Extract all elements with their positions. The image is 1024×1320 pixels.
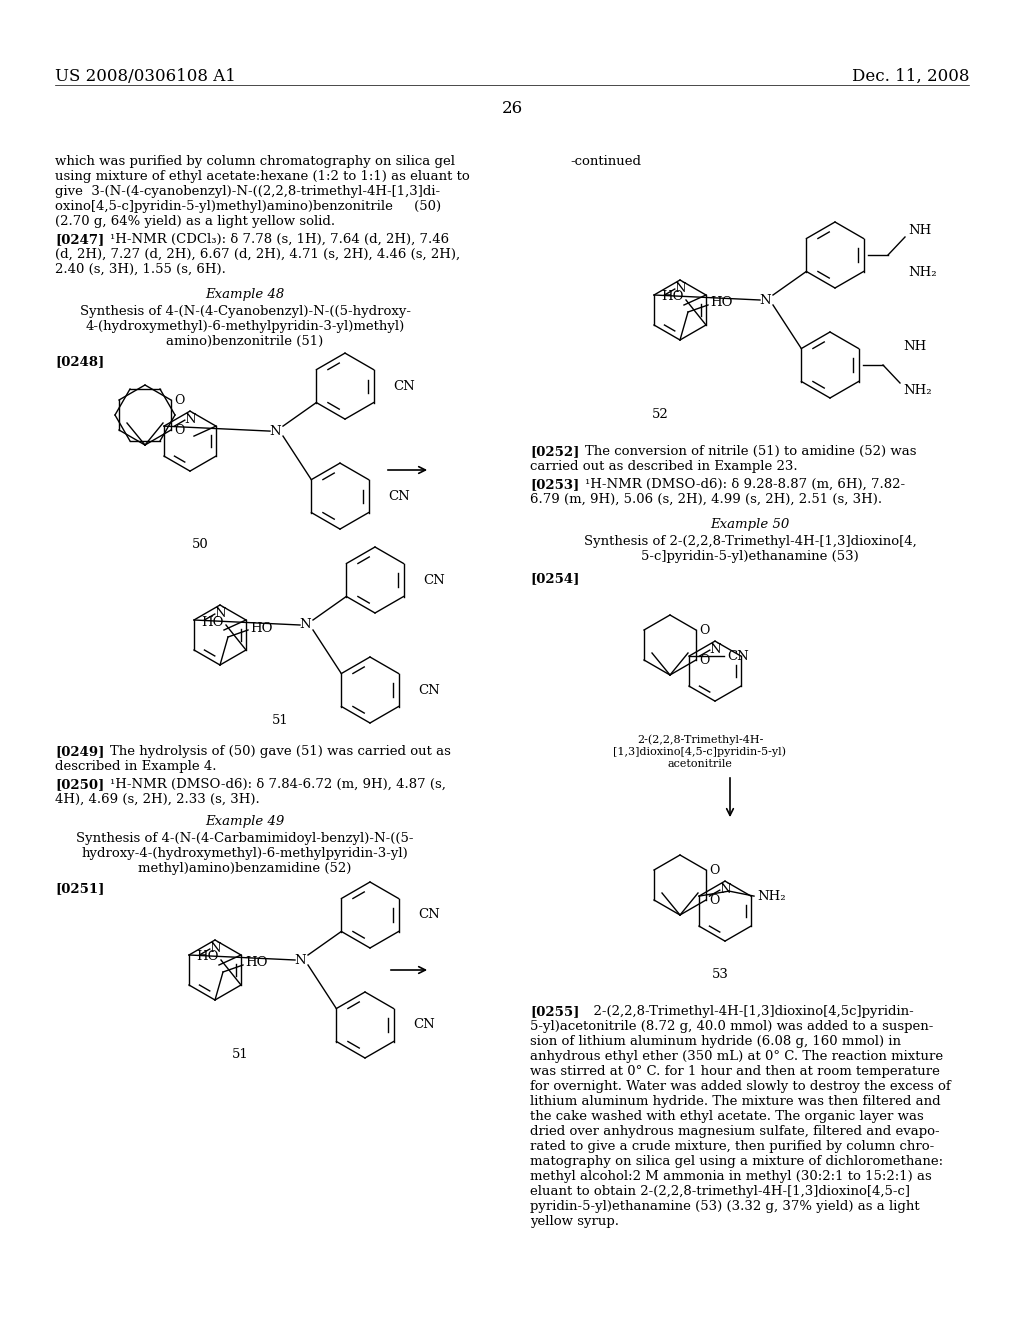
- Text: Synthesis of 4-(N-(4-Carbamimidoyl-benzyl)-N-((5-: Synthesis of 4-(N-(4-Carbamimidoyl-benzy…: [76, 832, 414, 845]
- Text: methyl alcohol:2 M ammonia in methyl (30:2:1 to 15:2:1) as: methyl alcohol:2 M ammonia in methyl (30…: [530, 1170, 932, 1183]
- Text: HO: HO: [197, 950, 219, 964]
- Text: ¹H-NMR (DMSO-d6): δ 7.84-6.72 (m, 9H), 4.87 (s,: ¹H-NMR (DMSO-d6): δ 7.84-6.72 (m, 9H), 4…: [110, 777, 445, 791]
- Text: yellow syrup.: yellow syrup.: [530, 1214, 618, 1228]
- Text: [0250]: [0250]: [55, 777, 104, 791]
- Text: US 2008/0306108 A1: US 2008/0306108 A1: [55, 69, 236, 84]
- Text: (d, 2H), 7.27 (d, 2H), 6.67 (d, 2H), 4.71 (s, 2H), 4.46 (s, 2H),: (d, 2H), 7.27 (d, 2H), 6.67 (d, 2H), 4.7…: [55, 248, 460, 261]
- Text: (2.70 g, 64% yield) as a light yellow solid.: (2.70 g, 64% yield) as a light yellow so…: [55, 215, 335, 228]
- Text: 52: 52: [651, 408, 669, 421]
- Text: 26: 26: [502, 100, 522, 117]
- Text: HO: HO: [245, 957, 267, 969]
- Text: 51: 51: [271, 714, 289, 726]
- Text: CN: CN: [418, 908, 439, 921]
- Text: Synthesis of 4-(N-(4-Cyanobenzyl)-N-((5-hydroxy-: Synthesis of 4-(N-(4-Cyanobenzyl)-N-((5-…: [80, 305, 411, 318]
- Text: matography on silica gel using a mixture of dichloromethane:: matography on silica gel using a mixture…: [530, 1155, 943, 1168]
- Text: hydroxy-4-(hydroxymethyl)-6-methylpyridin-3-yl): hydroxy-4-(hydroxymethyl)-6-methylpyridi…: [82, 847, 409, 861]
- Text: CN: CN: [418, 684, 439, 697]
- Text: which was purified by column chromatography on silica gel: which was purified by column chromatogra…: [55, 154, 455, 168]
- Text: The hydrolysis of (50) gave (51) was carried out as: The hydrolysis of (50) gave (51) was car…: [110, 744, 451, 758]
- Text: O: O: [709, 863, 719, 876]
- Text: 5-c]pyridin-5-yl)ethanamine (53): 5-c]pyridin-5-yl)ethanamine (53): [641, 550, 859, 564]
- Text: -continued: -continued: [570, 154, 641, 168]
- Text: [0253]: [0253]: [530, 478, 580, 491]
- Text: Example 48: Example 48: [206, 288, 285, 301]
- Text: NH: NH: [908, 223, 931, 236]
- Text: N: N: [710, 643, 721, 656]
- Text: CN: CN: [413, 1019, 435, 1031]
- Text: described in Example 4.: described in Example 4.: [55, 760, 216, 774]
- Text: anhydrous ethyl ether (350 mL) at 0° C. The reaction mixture: anhydrous ethyl ether (350 mL) at 0° C. …: [530, 1049, 943, 1063]
- Text: sion of lithium aluminum hydride (6.08 g, 160 mmol) in: sion of lithium aluminum hydride (6.08 g…: [530, 1035, 901, 1048]
- Text: using mixture of ethyl acetate:hexane (1:2 to 1:1) as eluant to: using mixture of ethyl acetate:hexane (1…: [55, 170, 470, 183]
- Text: N: N: [674, 282, 686, 294]
- Text: [1,3]dioxino[4,5-c]pyridin-5-yl): [1,3]dioxino[4,5-c]pyridin-5-yl): [613, 747, 786, 758]
- Text: rated to give a crude mixture, then purified by column chro-: rated to give a crude mixture, then puri…: [530, 1140, 934, 1152]
- Text: [0248]: [0248]: [55, 355, 104, 368]
- Text: CN: CN: [423, 573, 444, 586]
- Text: NH₂: NH₂: [908, 267, 937, 280]
- Text: carried out as described in Example 23.: carried out as described in Example 23.: [530, 459, 798, 473]
- Text: O: O: [699, 653, 710, 667]
- Text: was stirred at 0° C. for 1 hour and then at room temperature: was stirred at 0° C. for 1 hour and then…: [530, 1065, 940, 1078]
- Text: 50: 50: [191, 539, 208, 552]
- Text: Example 49: Example 49: [206, 814, 285, 828]
- Text: NH₂: NH₂: [903, 384, 932, 396]
- Text: [0252]: [0252]: [530, 445, 580, 458]
- Text: O: O: [699, 623, 710, 636]
- Text: [0254]: [0254]: [530, 572, 580, 585]
- Text: HO: HO: [202, 615, 224, 628]
- Text: HO: HO: [250, 622, 272, 635]
- Text: 4H), 4.69 (s, 2H), 2.33 (s, 3H).: 4H), 4.69 (s, 2H), 2.33 (s, 3H).: [55, 793, 260, 807]
- Text: N: N: [214, 607, 226, 620]
- Text: give  3-(N-(4-cyanobenzyl)-N-((2,2,8-trimethyl-4H-[1,3]di-: give 3-(N-(4-cyanobenzyl)-N-((2,2,8-trim…: [55, 185, 440, 198]
- Text: 53: 53: [712, 969, 728, 982]
- Text: 2.40 (s, 3H), 1.55 (s, 6H).: 2.40 (s, 3H), 1.55 (s, 6H).: [55, 263, 226, 276]
- Text: amino)benzonitrile (51): amino)benzonitrile (51): [166, 335, 324, 348]
- Text: lithium aluminum hydride. The mixture was then filtered and: lithium aluminum hydride. The mixture wa…: [530, 1096, 941, 1107]
- Text: eluant to obtain 2-(2,2,8-trimethyl-4H-[1,3]dioxino[4,5-c]: eluant to obtain 2-(2,2,8-trimethyl-4H-[…: [530, 1185, 910, 1199]
- Text: methyl)amino)benzamidine (52): methyl)amino)benzamidine (52): [138, 862, 351, 875]
- Text: [0255]: [0255]: [530, 1005, 580, 1018]
- Text: O: O: [174, 393, 184, 407]
- Text: the cake washed with ethyl acetate. The organic layer was: the cake washed with ethyl acetate. The …: [530, 1110, 924, 1123]
- Text: N: N: [299, 619, 311, 631]
- Text: ¹H-NMR (DMSO-d6): δ 9.28-8.87 (m, 6H), 7.82-: ¹H-NMR (DMSO-d6): δ 9.28-8.87 (m, 6H), 7…: [585, 478, 905, 491]
- Text: [0251]: [0251]: [55, 882, 104, 895]
- Text: [0247]: [0247]: [55, 234, 104, 246]
- Text: N: N: [269, 425, 281, 438]
- Text: CN: CN: [727, 649, 749, 663]
- Text: N: N: [184, 413, 196, 426]
- Text: 6.79 (m, 9H), 5.06 (s, 2H), 4.99 (s, 2H), 2.51 (s, 3H).: 6.79 (m, 9H), 5.06 (s, 2H), 4.99 (s, 2H)…: [530, 492, 882, 506]
- Text: acetonitrile: acetonitrile: [668, 759, 732, 770]
- Text: O: O: [174, 424, 184, 437]
- Text: HO: HO: [710, 297, 732, 309]
- Text: ¹H-NMR (CDCl₃): δ 7.78 (s, 1H), 7.64 (d, 2H), 7.46: ¹H-NMR (CDCl₃): δ 7.78 (s, 1H), 7.64 (d,…: [110, 234, 450, 246]
- Text: pyridin-5-yl)ethanamine (53) (3.32 g, 37% yield) as a light: pyridin-5-yl)ethanamine (53) (3.32 g, 37…: [530, 1200, 920, 1213]
- Text: oxino[4,5-c]pyridin-5-yl)methyl)amino)benzonitrile     (50): oxino[4,5-c]pyridin-5-yl)methyl)amino)be…: [55, 201, 441, 213]
- Text: Example 50: Example 50: [711, 517, 790, 531]
- Text: 2-(2,2,8-Trimethyl-4H-[1,3]dioxino[4,5c]pyridin-: 2-(2,2,8-Trimethyl-4H-[1,3]dioxino[4,5c]…: [585, 1005, 913, 1018]
- Text: CN: CN: [388, 490, 410, 503]
- Text: 2-(2,2,8-Trimethyl-4H-: 2-(2,2,8-Trimethyl-4H-: [637, 735, 763, 746]
- Text: NH₂: NH₂: [757, 890, 785, 903]
- Text: The conversion of nitrile (51) to amidine (52) was: The conversion of nitrile (51) to amidin…: [585, 445, 916, 458]
- Text: 51: 51: [231, 1048, 249, 1061]
- Text: CN: CN: [393, 380, 415, 392]
- Text: N: N: [209, 942, 221, 954]
- Text: for overnight. Water was added slowly to destroy the excess of: for overnight. Water was added slowly to…: [530, 1080, 950, 1093]
- Text: 4-(hydroxymethyl)-6-methylpyridin-3-yl)methyl): 4-(hydroxymethyl)-6-methylpyridin-3-yl)m…: [85, 319, 404, 333]
- Text: dried over anhydrous magnesium sulfate, filtered and evapo-: dried over anhydrous magnesium sulfate, …: [530, 1125, 940, 1138]
- Text: Synthesis of 2-(2,2,8-Trimethyl-4H-[1,3]dioxino[4,: Synthesis of 2-(2,2,8-Trimethyl-4H-[1,3]…: [584, 535, 916, 548]
- Text: NH: NH: [903, 341, 927, 354]
- Text: Dec. 11, 2008: Dec. 11, 2008: [852, 69, 969, 84]
- Text: HO: HO: [662, 290, 684, 304]
- Text: 5-yl)acetonitrile (8.72 g, 40.0 mmol) was added to a suspen-: 5-yl)acetonitrile (8.72 g, 40.0 mmol) wa…: [530, 1020, 933, 1034]
- Text: N: N: [759, 293, 771, 306]
- Text: O: O: [709, 894, 719, 907]
- Text: N: N: [294, 953, 306, 966]
- Text: N: N: [719, 883, 731, 896]
- Text: [0249]: [0249]: [55, 744, 104, 758]
